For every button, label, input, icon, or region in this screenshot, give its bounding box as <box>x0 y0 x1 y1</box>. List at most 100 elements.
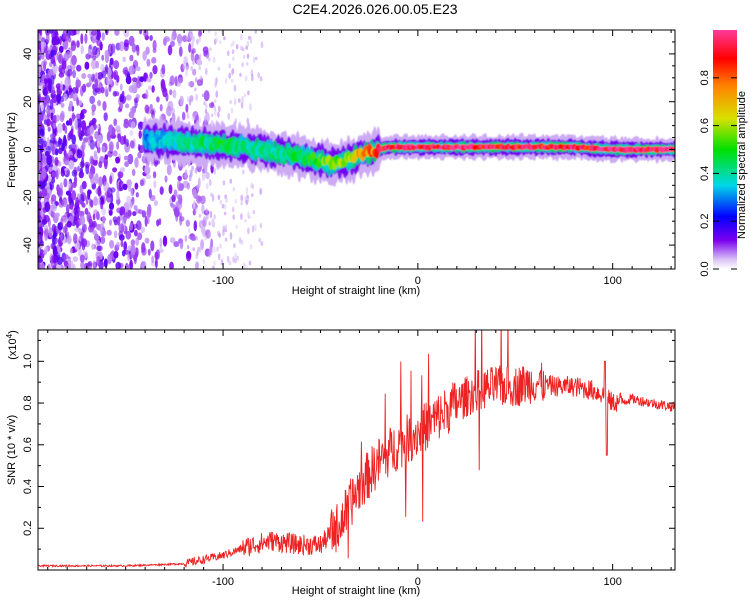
noise-blob <box>113 251 119 259</box>
noise-blob <box>110 131 116 137</box>
noise-blob <box>246 61 249 66</box>
noise-blob <box>140 226 146 234</box>
x-tick-label: 0 <box>415 576 421 588</box>
noise-blob <box>144 104 150 114</box>
noise-blob <box>94 173 99 184</box>
noise-blob <box>114 30 120 36</box>
colorbar: 0.0 0.2 0.4 0.6 0.8 Normalized spectral ampl… <box>699 30 748 277</box>
noise-blob <box>38 150 42 162</box>
noise-blob <box>113 60 120 70</box>
noise-blob <box>152 171 157 179</box>
noise-blob <box>123 121 130 129</box>
noise-blob <box>124 161 129 168</box>
noise-blob <box>215 90 218 98</box>
noise-blob <box>120 240 124 248</box>
noise-blob <box>85 163 90 175</box>
noise-blob <box>139 76 145 83</box>
noise-blob <box>151 85 155 93</box>
noise-blob <box>131 106 137 114</box>
noise-blob <box>116 216 121 226</box>
spectrogram-noise-blobs <box>38 30 264 269</box>
noise-blob <box>128 223 133 231</box>
noise-blob <box>196 59 203 66</box>
noise-blob <box>125 138 129 147</box>
noise-blob <box>80 215 86 226</box>
noise-blob <box>224 224 228 229</box>
noise-blob <box>90 157 94 169</box>
noise-blob <box>234 252 237 259</box>
noise-blob <box>101 54 105 61</box>
noise-blob <box>94 72 99 79</box>
noise-blob <box>192 68 197 76</box>
noise-blob <box>88 170 94 180</box>
noise-blob <box>92 260 96 269</box>
noise-blob <box>159 104 163 112</box>
noise-blob <box>134 182 139 190</box>
noise-blob <box>202 258 206 265</box>
noise-blob <box>204 216 208 224</box>
noise-blob <box>190 235 197 241</box>
noise-blob <box>177 180 182 192</box>
noise-blob <box>90 30 97 36</box>
snr-x-axis-label: Height of straight line (km) <box>292 585 420 597</box>
noise-blob <box>212 222 215 228</box>
noise-blob <box>40 130 45 137</box>
noise-blob <box>125 103 130 109</box>
noise-blob <box>209 247 213 253</box>
noise-blob <box>236 255 240 261</box>
spectrogram-x-ticks: -100 0 100 <box>47 30 672 287</box>
noise-blob <box>94 132 98 138</box>
noise-blob <box>44 229 49 241</box>
noise-blob <box>38 217 41 224</box>
noise-blob <box>119 167 126 173</box>
noise-blob <box>144 215 148 227</box>
noise-blob <box>192 116 195 122</box>
noise-blob <box>127 210 132 217</box>
noise-blob <box>165 37 171 43</box>
noise-blob <box>52 122 57 129</box>
noise-blob <box>188 98 192 106</box>
noise-blob <box>88 224 94 233</box>
noise-blob <box>196 261 199 269</box>
noise-blob <box>44 78 47 85</box>
noise-blob <box>86 262 92 269</box>
noise-blob <box>162 235 168 247</box>
noise-blob <box>259 187 263 196</box>
noise-blob <box>199 30 202 37</box>
noise-blob <box>143 30 149 38</box>
noise-blob <box>60 102 65 108</box>
noise-blob <box>41 218 48 225</box>
noise-blob <box>217 194 221 200</box>
noise-blob <box>185 219 190 227</box>
noise-blob <box>95 239 101 247</box>
noise-blob <box>120 95 127 104</box>
noise-blob <box>217 231 220 237</box>
noise-blob <box>185 65 189 73</box>
noise-blob <box>231 68 234 76</box>
noise-blob <box>231 206 235 213</box>
noise-blob <box>146 58 151 67</box>
noise-blob <box>112 167 118 173</box>
noise-blob <box>246 196 250 203</box>
noise-blob <box>196 184 199 190</box>
noise-blob <box>75 113 81 120</box>
noise-blob <box>63 254 69 260</box>
noise-blob <box>205 103 208 110</box>
noise-blob <box>127 253 130 262</box>
noise-blob <box>83 137 89 143</box>
noise-blob <box>191 188 197 198</box>
noise-blob <box>138 209 144 215</box>
noise-blob <box>201 93 205 98</box>
noise-blob <box>92 45 98 56</box>
noise-blob <box>100 195 106 205</box>
noise-blob <box>216 246 219 252</box>
noise-blob <box>199 75 203 80</box>
noise-blob <box>186 96 190 102</box>
noise-blob <box>72 87 77 95</box>
colorbar-label: Normalized spectral amplitude <box>736 91 748 239</box>
noise-blob <box>251 225 255 233</box>
noise-blob <box>232 256 235 263</box>
noise-blob <box>54 157 59 167</box>
noise-blob <box>71 112 76 122</box>
x-tick-label: 100 <box>603 576 621 588</box>
